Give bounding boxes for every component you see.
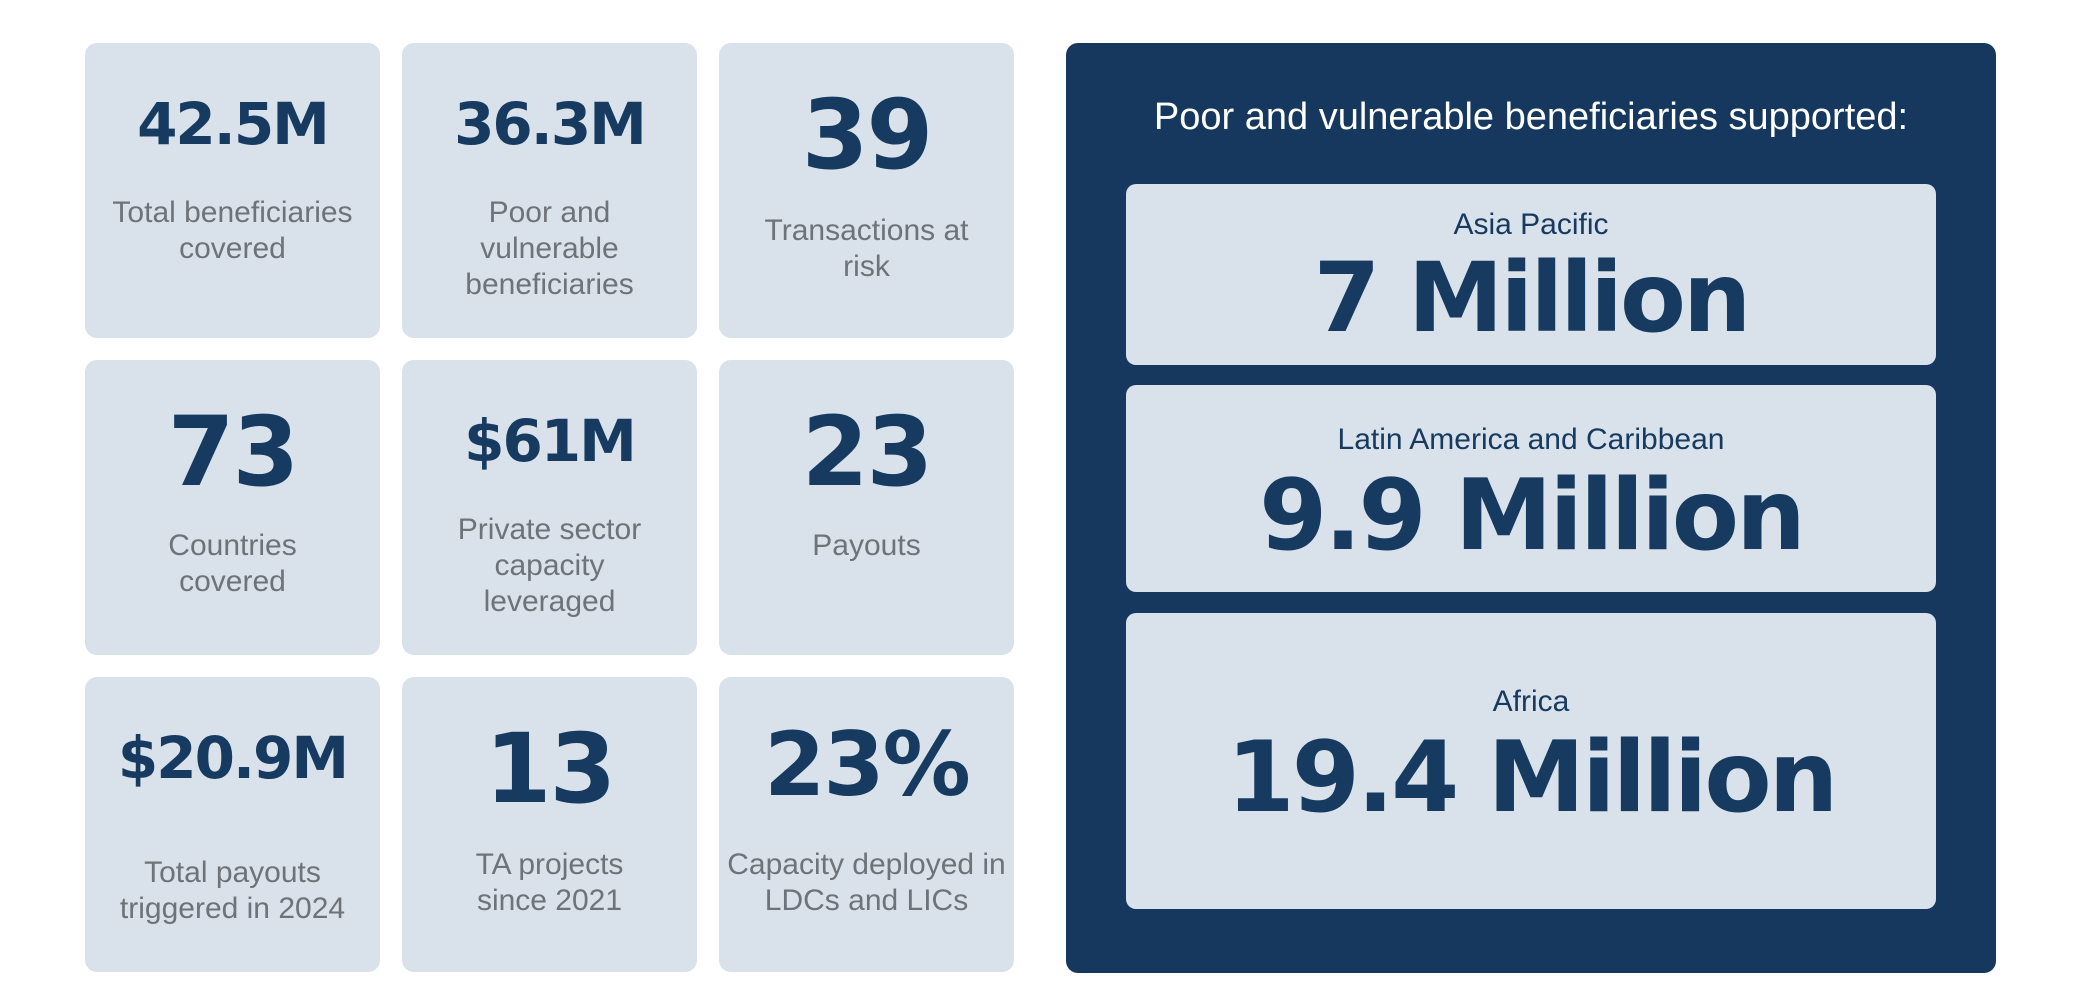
stat-value: $61M: [464, 407, 637, 475]
region-card-latin-america-caribbean: Latin America and Caribbean 9.9 Million: [1126, 385, 1936, 592]
region-value: 7 Million: [1313, 242, 1752, 354]
stat-value: 36.3M: [454, 90, 647, 158]
stat-card-poor-vulnerable: 36.3M Poor and vulnerable beneficiaries: [402, 43, 697, 338]
regional-beneficiaries-panel: Poor and vulnerable beneficiaries suppor…: [1066, 43, 1996, 973]
stat-card-total-beneficiaries: 42.5M Total beneficiaries covered: [85, 43, 380, 338]
region-value: 19.4 Million: [1226, 721, 1839, 835]
stat-value: 23%: [764, 713, 971, 816]
stat-value: 13: [484, 713, 617, 825]
region-name: Africa: [1492, 685, 1570, 718]
stat-label: Poor and vulnerable beneficiaries: [465, 196, 634, 301]
stat-label: Total beneficiaries covered: [112, 196, 353, 265]
stat-card-total-payouts-2024: $20.9M Total payouts triggered in 2024: [85, 677, 380, 972]
stat-card-payouts: 23 Payouts: [719, 360, 1014, 655]
stat-value: 39: [801, 79, 934, 191]
stat-value: 42.5M: [137, 90, 330, 158]
region-card-asia-pacific: Asia Pacific 7 Million: [1126, 184, 1936, 365]
stat-card-ta-projects: 13 TA projects since 2021: [402, 677, 697, 972]
stats-grid: 42.5M Total beneficiaries covered 36.3M …: [85, 43, 1014, 972]
stat-label: Payouts: [812, 529, 921, 562]
stat-label: Countries covered: [168, 529, 297, 598]
stat-card-private-sector-capacity: $61M Private sector capacity leveraged: [402, 360, 697, 655]
stat-label: Capacity deployed in LDCs and LICs: [727, 848, 1006, 917]
stat-value: 73: [167, 396, 300, 508]
stat-label: TA projects since 2021: [475, 848, 624, 917]
region-name: Asia Pacific: [1453, 208, 1609, 241]
stat-value: 23: [801, 396, 934, 508]
stat-card-countries-covered: 73 Countries covered: [85, 360, 380, 655]
stat-card-transactions-at-risk: 39 Transactions at risk: [719, 43, 1014, 338]
region-card-africa: Africa 19.4 Million: [1126, 613, 1936, 909]
stat-value: $20.9M: [117, 724, 349, 792]
region-name: Latin America and Caribbean: [1337, 423, 1725, 456]
stat-label: Private sector capacity leveraged: [457, 513, 642, 618]
region-value: 9.9 Million: [1259, 459, 1806, 573]
stat-label: Transactions at risk: [764, 214, 969, 283]
panel-title: Poor and vulnerable beneficiaries suppor…: [1153, 96, 1909, 138]
stat-label: Total payouts triggered in 2024: [119, 856, 346, 925]
stat-card-capacity-deployed: 23% Capacity deployed in LDCs and LICs: [719, 677, 1014, 972]
